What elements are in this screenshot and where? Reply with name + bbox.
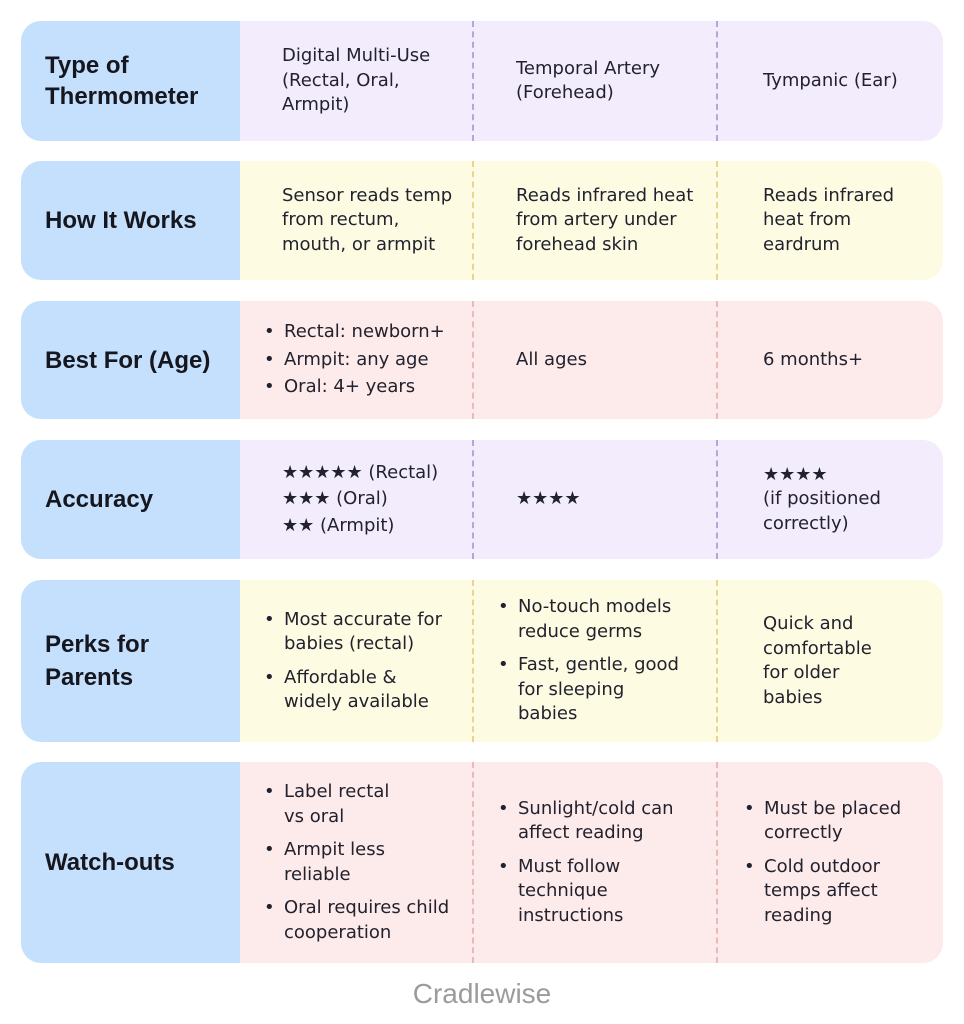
rating-lines: ★★★★★ (Rectal) ★★★ (Oral) ★★ (Armpit) [282,460,438,540]
row-label: Accuracy [21,440,240,559]
row-label-text: Type of Thermometer [45,52,199,110]
list-item: Affordable & widely available [264,666,454,715]
list-item: Armpit less reliable [264,838,454,887]
list-item: Armpit: any age [264,348,445,373]
bullet-list: Most accurate for babies (rectal) Afford… [264,608,454,715]
bullet-list: Rectal: newborn+ Armpit: any age Oral: 4… [264,320,445,400]
row-cells: Digital Multi-Use (Rectal, Oral, Armpit)… [240,21,943,141]
row-cells: ★★★★★ (Rectal) ★★★ (Oral) ★★ (Armpit) ★★… [240,440,943,559]
row-label-text: Watch-outs [45,849,175,876]
row-cells: Sensor reads temp from rectum, mouth, or… [240,161,943,280]
brand-logo: Cradlewise [412,978,552,1009]
table-cell: All ages [474,301,718,419]
table-cell: Tympanic (Ear) [718,21,943,141]
cell-text: Reads infrared heat from eardrum [763,184,895,255]
table-cell: ★★★★ (if positioned correctly) [718,440,943,559]
table-cell: Temporal Artery (Forehead) [474,21,718,141]
table-row: Watch-outs Label rectal vs oral Armpit l… [21,762,943,963]
star-rating: ★★ (Armpit) [282,514,395,536]
row-cells: Label rectal vs oral Armpit less reliabl… [240,762,943,963]
list-item: Most accurate for babies (rectal) [264,608,454,657]
cell-text: All ages [516,348,587,370]
table-row: Best For (Age) Rectal: newborn+ Armpit: … [21,301,943,419]
table-row: Accuracy ★★★★★ (Rectal) ★★★ (Oral) ★★ (A… [21,440,943,559]
row-cells: Rectal: newborn+ Armpit: any age Oral: 4… [240,301,943,419]
table-row: Perks for Parents Most accurate for babi… [21,580,943,742]
row-cells: Most accurate for babies (rectal) Afford… [240,580,943,742]
row-label: Perks for Parents [21,580,240,742]
cell-text: Temporal Artery (Forehead) [516,57,661,104]
list-item: Oral requires child cooperation [264,896,454,945]
list-item: Sunlight/cold can affect reading [498,797,688,846]
row-label-text: How It Works [45,207,197,234]
rating-note: (if positioned correctly) [763,488,881,534]
cell-text: Tympanic (Ear) [763,69,898,91]
table-cell: Must be placed correctly Cold outdoor te… [718,762,943,963]
table-cell: Quick and comfortable for older babies [718,580,943,742]
table-cell: Reads infrared heat from artery under fo… [474,161,718,280]
table-cell: Digital Multi-Use (Rectal, Oral, Armpit) [240,21,474,141]
bullet-list: Must be placed correctly Cold outdoor te… [744,797,919,929]
star-rating: ★★★★ [763,463,828,485]
star-rating: ★★★★ [516,488,581,510]
row-label-text: Accuracy [45,486,154,513]
list-item: Must be placed correctly [744,797,919,846]
table-cell: Label rectal vs oral Armpit less reliabl… [240,762,474,963]
list-item: Rectal: newborn+ [264,320,445,345]
list-item: Must follow technique instructions [498,855,688,929]
table-cell: 6 months+ [718,301,943,419]
table-cell: Sunlight/cold can affect reading Must fo… [474,762,718,963]
cell-text: 6 months+ [763,348,864,370]
table-cell: No-touch models reduce germs Fast, gentl… [474,580,718,742]
list-item: Cold outdoor temps affect reading [744,855,919,929]
table-cell: Rectal: newborn+ Armpit: any age Oral: 4… [240,301,474,419]
table-cell: ★★★★★ (Rectal) ★★★ (Oral) ★★ (Armpit) [240,440,474,559]
cell-text: Digital Multi-Use (Rectal, Oral, Armpit) [282,45,431,116]
cell-text: Sensor reads temp from rectum, mouth, or… [282,184,453,255]
row-label: How It Works [21,161,240,280]
cell-text: Quick and comfortable for older babies [763,613,872,708]
row-label-text: Best For (Age) [45,346,211,374]
star-rating: ★★★ (Oral) [282,488,388,510]
list-item: No-touch models reduce germs [498,595,683,644]
cell-text: Reads infrared heat from artery under fo… [516,184,694,255]
bullet-list: Sunlight/cold can affect reading Must fo… [498,797,688,929]
star-rating: ★★★★★ (Rectal) [282,461,439,483]
table-cell: Reads infrared heat from eardrum [718,161,943,280]
bullet-list: No-touch models reduce germs Fast, gentl… [498,595,683,727]
table-row: How It Works Sensor reads temp from rect… [21,161,943,280]
table-cell: Sensor reads temp from rectum, mouth, or… [240,161,474,280]
row-label: Type of Thermometer [21,21,240,141]
row-label: Watch-outs [21,762,240,963]
table-cell: Most accurate for babies (rectal) Afford… [240,580,474,742]
list-item: Label rectal vs oral [264,780,454,829]
table-row: Type of Thermometer Digital Multi-Use (R… [21,21,943,141]
row-label: Best For (Age) [21,301,240,419]
bullet-list: Label rectal vs oral Armpit less reliabl… [264,780,454,945]
list-item: Fast, gentle, good for sleeping babies [498,653,683,727]
rating-lines: ★★★★ (if positioned correctly) [763,463,903,537]
row-label-text: Perks for Parents [45,631,150,691]
list-item: Oral: 4+ years [264,375,445,400]
table-cell: ★★★★ [474,440,718,559]
